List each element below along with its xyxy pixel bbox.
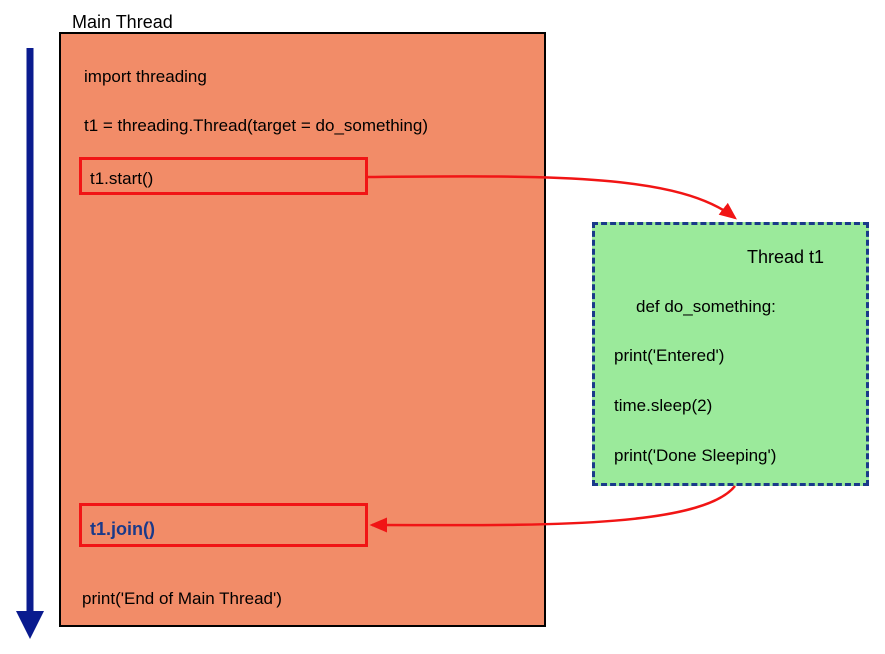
thread-code-sleep: time.sleep(2) <box>614 396 712 416</box>
code-thread-create: t1 = threading.Thread(target = do_someth… <box>84 116 428 136</box>
code-import: import threading <box>84 67 207 87</box>
code-end-print: print('End of Main Thread') <box>82 589 282 609</box>
thread-code-done: print('Done Sleeping') <box>614 446 776 466</box>
time-arrow-icon <box>0 0 60 654</box>
thread-code-entered: print('Entered') <box>614 346 724 366</box>
code-join: t1.join() <box>90 519 155 540</box>
thread-t1-title: Thread t1 <box>747 247 824 268</box>
thread-code-def: def do_something: <box>636 297 776 317</box>
main-thread-label: Main Thread <box>72 12 173 33</box>
code-start: t1.start() <box>90 169 153 189</box>
